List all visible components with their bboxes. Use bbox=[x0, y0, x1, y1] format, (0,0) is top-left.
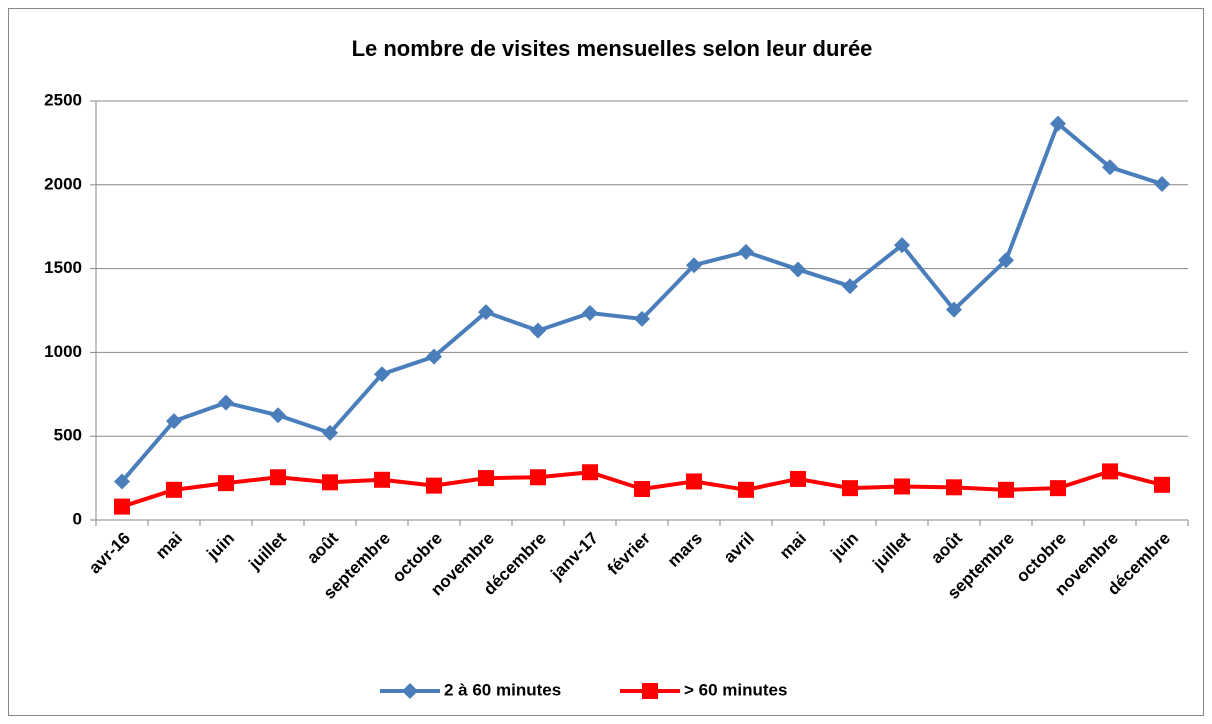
data-point bbox=[634, 480, 650, 497]
data-point bbox=[1102, 463, 1118, 480]
data-point bbox=[582, 464, 598, 481]
data-point bbox=[1154, 175, 1170, 192]
legend-marker bbox=[402, 683, 418, 699]
data-point bbox=[530, 469, 546, 486]
data-point bbox=[166, 481, 182, 498]
data-point bbox=[374, 471, 390, 488]
data-point bbox=[634, 310, 650, 327]
data-point bbox=[114, 498, 130, 515]
data-point bbox=[790, 470, 806, 487]
data-point bbox=[322, 424, 338, 441]
data-point bbox=[790, 261, 806, 278]
legend-label: > 60 minutes bbox=[684, 680, 787, 699]
data-point bbox=[946, 301, 962, 318]
y-tick-label: 2500 bbox=[44, 90, 82, 109]
legend-marker bbox=[642, 683, 658, 699]
y-tick-label: 1500 bbox=[44, 258, 82, 277]
y-tick-label: 500 bbox=[54, 426, 82, 445]
data-point bbox=[270, 469, 286, 486]
data-point bbox=[1154, 476, 1170, 493]
y-tick-label: 0 bbox=[73, 509, 82, 528]
data-point bbox=[478, 470, 494, 487]
data-point bbox=[894, 478, 910, 495]
data-point bbox=[218, 394, 234, 411]
chart-title: Le nombre de visites mensuelles selon le… bbox=[352, 36, 873, 61]
data-point bbox=[166, 413, 182, 430]
data-point bbox=[946, 479, 962, 496]
legend-label: 2 à 60 minutes bbox=[444, 680, 561, 699]
data-point bbox=[426, 348, 442, 365]
data-point bbox=[842, 278, 858, 295]
data-point bbox=[426, 477, 442, 494]
data-point bbox=[1102, 159, 1118, 176]
data-point bbox=[998, 252, 1014, 269]
data-point bbox=[530, 322, 546, 339]
data-point bbox=[374, 366, 390, 383]
data-point bbox=[738, 481, 754, 498]
data-point bbox=[478, 304, 494, 321]
data-point bbox=[322, 474, 338, 491]
chart-border bbox=[8, 8, 1204, 716]
y-tick-label: 1000 bbox=[44, 342, 82, 361]
data-point bbox=[1050, 480, 1066, 497]
data-point bbox=[114, 473, 130, 490]
data-point bbox=[738, 243, 754, 260]
data-point bbox=[894, 237, 910, 254]
data-point bbox=[686, 257, 702, 274]
data-point bbox=[842, 480, 858, 497]
data-point bbox=[270, 407, 286, 424]
data-point bbox=[686, 473, 702, 490]
data-point bbox=[1050, 115, 1066, 132]
data-point bbox=[998, 481, 1014, 498]
data-point bbox=[218, 475, 234, 492]
y-tick-label: 2000 bbox=[44, 174, 82, 193]
data-point bbox=[582, 305, 598, 322]
